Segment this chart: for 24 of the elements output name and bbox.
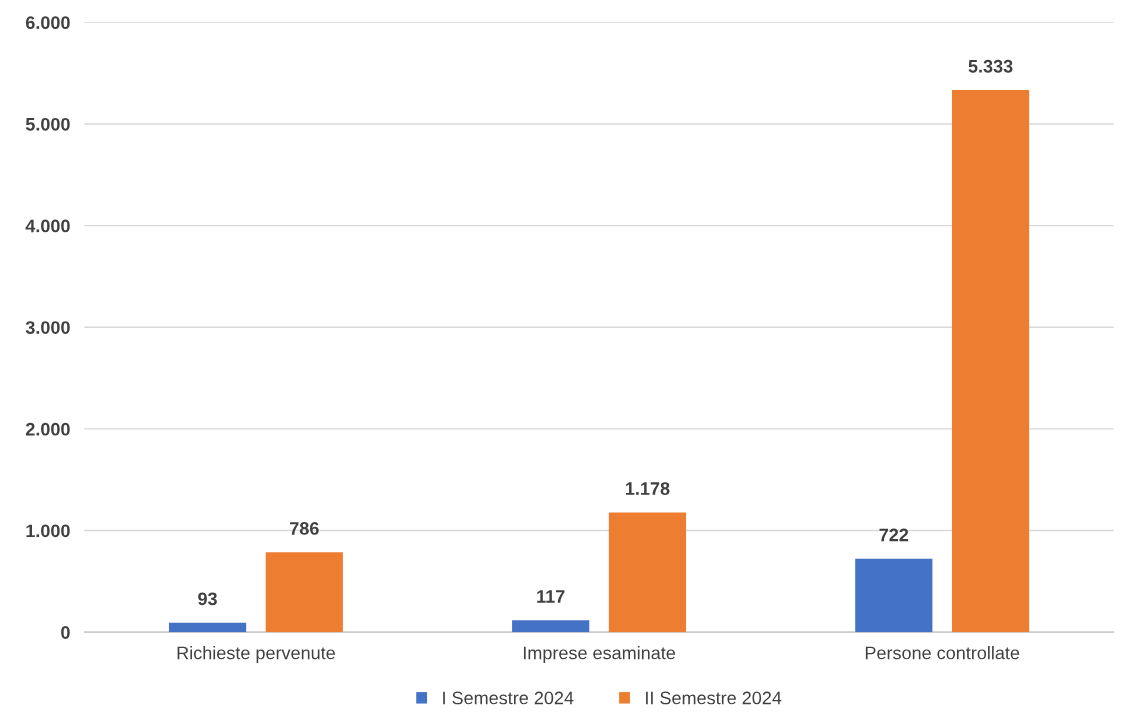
bar (608, 512, 687, 633)
y-tick-label: 3.000 (25, 321, 70, 334)
y-tick-label: 0 (61, 626, 70, 639)
bar (512, 620, 590, 633)
data-label: 786 (290, 522, 319, 535)
y-tick-label: 6.000 (25, 16, 70, 30)
y-tick-label: 5.000 (25, 117, 70, 131)
y-tick-label: 2.000 (25, 422, 70, 436)
data-label: 117 (537, 590, 565, 603)
data-label: 1.178 (625, 482, 670, 495)
data-label: 5.333 (968, 59, 1013, 73)
bar (265, 552, 343, 633)
y-tick-label: 4.000 (25, 219, 70, 233)
legend-label: I Semestre 2024 (443, 691, 574, 705)
y-tick-label: 1.000 (26, 524, 70, 538)
x-tick-label: Richieste pervenute (177, 646, 335, 663)
x-tick-label: Imprese esaminate (523, 646, 676, 663)
bar (168, 622, 247, 633)
bar (951, 90, 1030, 633)
data-label: 93 (198, 592, 217, 606)
bar (855, 558, 933, 633)
legend-label: II Semestre 2024 (646, 691, 782, 705)
x-tick-label: Persone controllate (865, 646, 1020, 660)
data-label: 722 (879, 528, 909, 542)
